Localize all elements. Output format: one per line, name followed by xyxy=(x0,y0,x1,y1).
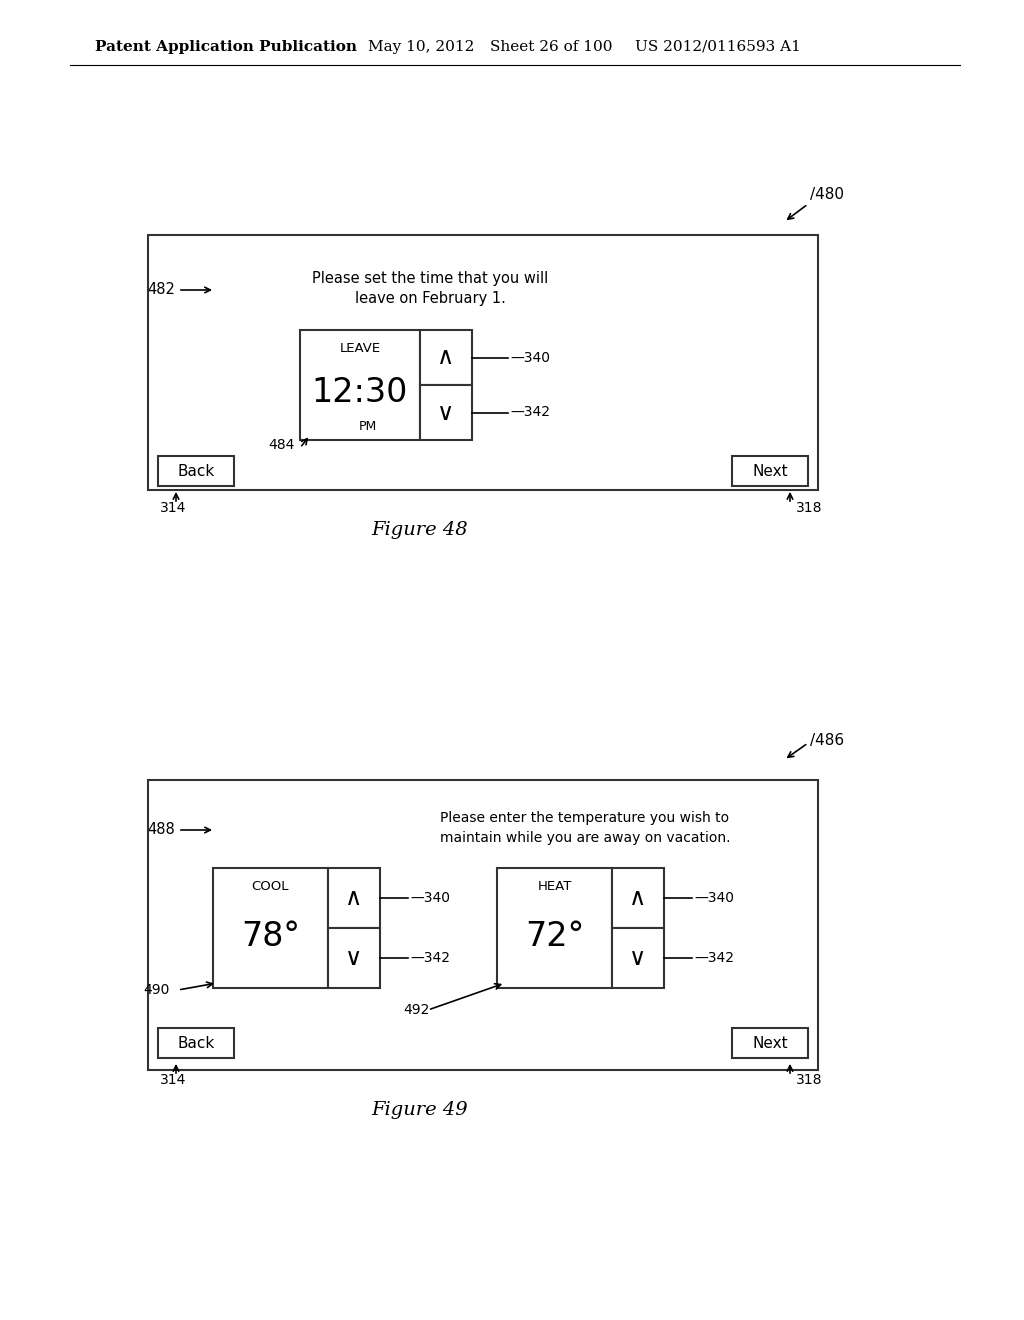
Text: 482: 482 xyxy=(147,282,175,297)
Text: —340: —340 xyxy=(510,351,550,364)
Text: —342: —342 xyxy=(694,950,734,965)
Text: 12:30: 12:30 xyxy=(312,375,409,408)
Text: 488: 488 xyxy=(147,822,175,837)
Text: —342: —342 xyxy=(510,405,550,420)
Text: 72°: 72° xyxy=(525,920,584,953)
Bar xyxy=(420,385,472,440)
Bar xyxy=(148,235,818,490)
Text: Please enter the temperature you wish to: Please enter the temperature you wish to xyxy=(440,810,729,825)
Text: leave on February 1.: leave on February 1. xyxy=(354,290,506,305)
Text: 484: 484 xyxy=(268,438,295,451)
Text: Sheet 26 of 100: Sheet 26 of 100 xyxy=(490,40,612,54)
Text: Figure 49: Figure 49 xyxy=(372,1101,468,1119)
Bar xyxy=(612,928,664,987)
Text: 318: 318 xyxy=(796,1073,822,1086)
Text: 314: 314 xyxy=(160,502,186,515)
Text: —340: —340 xyxy=(694,891,734,906)
Bar xyxy=(300,330,420,440)
Text: US 2012/0116593 A1: US 2012/0116593 A1 xyxy=(635,40,801,54)
Text: 318: 318 xyxy=(796,502,822,515)
Text: 314: 314 xyxy=(160,1073,186,1086)
Text: Figure 48: Figure 48 xyxy=(372,521,468,539)
Text: PM: PM xyxy=(358,420,377,433)
Text: ∨: ∨ xyxy=(630,946,646,970)
Text: Patent Application Publication: Patent Application Publication xyxy=(95,40,357,54)
Bar xyxy=(158,455,234,486)
Text: LEAVE: LEAVE xyxy=(339,342,381,355)
Text: 78°: 78° xyxy=(241,920,300,953)
Bar xyxy=(158,1028,234,1059)
Bar xyxy=(148,780,818,1071)
Text: ∨: ∨ xyxy=(437,400,455,425)
Text: /480: /480 xyxy=(810,187,844,202)
Bar xyxy=(213,869,328,987)
Text: ∧: ∧ xyxy=(437,346,455,370)
Text: Please set the time that you will: Please set the time that you will xyxy=(312,271,548,285)
Text: maintain while you are away on vacation.: maintain while you are away on vacation. xyxy=(440,832,730,845)
Text: ∧: ∧ xyxy=(345,886,362,909)
Bar xyxy=(497,869,612,987)
Text: Back: Back xyxy=(177,463,215,479)
Bar xyxy=(420,330,472,385)
Text: Next: Next xyxy=(753,463,787,479)
Text: —342: —342 xyxy=(410,950,450,965)
Text: May 10, 2012: May 10, 2012 xyxy=(368,40,474,54)
Text: ∧: ∧ xyxy=(630,886,646,909)
Bar xyxy=(328,928,380,987)
Text: ∨: ∨ xyxy=(345,946,362,970)
Text: Back: Back xyxy=(177,1035,215,1051)
Text: 490: 490 xyxy=(143,983,170,997)
Text: 492: 492 xyxy=(403,1003,430,1016)
Text: HEAT: HEAT xyxy=(538,879,571,892)
Text: Next: Next xyxy=(753,1035,787,1051)
Bar xyxy=(612,869,664,928)
Text: —340: —340 xyxy=(410,891,450,906)
Text: /486: /486 xyxy=(810,733,844,747)
Bar xyxy=(732,455,808,486)
Text: COOL: COOL xyxy=(252,879,289,892)
Bar xyxy=(328,869,380,928)
Bar xyxy=(732,1028,808,1059)
